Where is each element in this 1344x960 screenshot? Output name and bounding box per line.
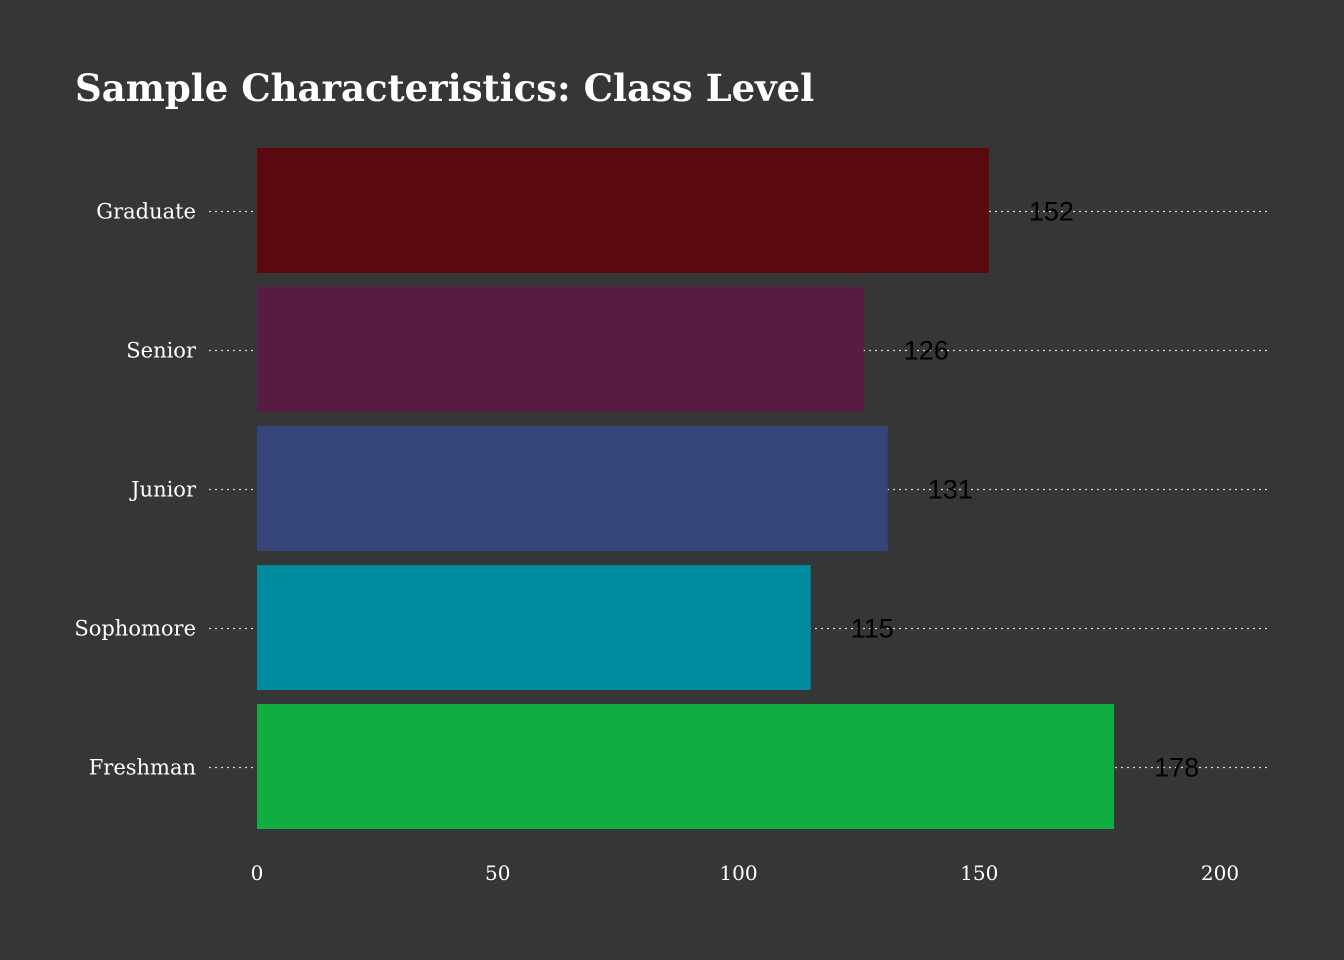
value-label: 115 xyxy=(851,614,894,644)
value-label: 131 xyxy=(928,475,973,505)
bar-freshman xyxy=(257,704,1115,829)
bar-graduate xyxy=(257,148,989,273)
x-tick-label: 100 xyxy=(719,861,757,885)
x-tick-label: 50 xyxy=(485,861,510,885)
category-label: Freshman xyxy=(89,756,196,780)
chart-title: Sample Characteristics: Class Level xyxy=(75,66,815,110)
x-tick-label: 150 xyxy=(960,861,998,885)
x-tick-label: 0 xyxy=(251,861,264,885)
bar-junior xyxy=(257,426,888,551)
category-label: Junior xyxy=(129,478,197,502)
value-label: 126 xyxy=(904,336,949,366)
bar-sophomore xyxy=(257,565,811,690)
value-label: 178 xyxy=(1154,753,1199,783)
value-label: 152 xyxy=(1029,197,1074,227)
category-label: Sophomore xyxy=(74,617,196,641)
bar-senior xyxy=(257,287,864,412)
x-tick-label: 200 xyxy=(1201,861,1239,885)
category-label: Graduate xyxy=(96,200,196,224)
category-label: Senior xyxy=(126,339,197,363)
